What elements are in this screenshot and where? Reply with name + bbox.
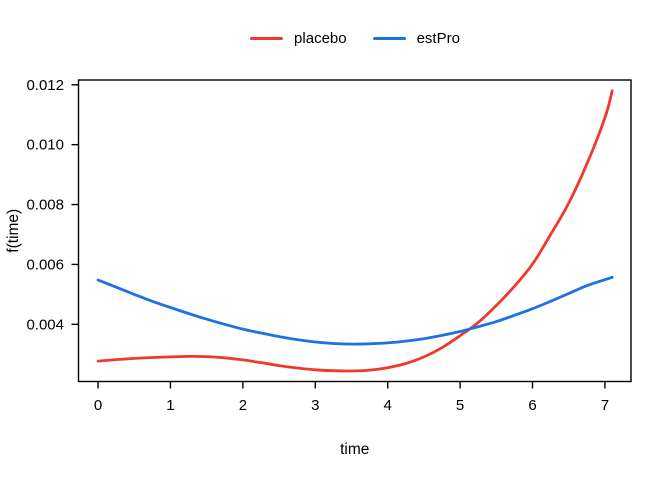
x-tick-label: 1: [166, 397, 174, 414]
x-tick-label: 0: [94, 397, 102, 414]
y-tick-label: 0.010: [26, 137, 64, 154]
x-axis-title: time: [340, 441, 369, 458]
placebo-line-swatch: [250, 36, 284, 41]
y-tick-label: 0.012: [26, 77, 64, 94]
y-tick-label: 0.008: [26, 197, 64, 214]
legend: placebo estPro: [79, 31, 631, 46]
legend-item-estpro: estPro: [372, 30, 460, 47]
x-tick-label: 7: [601, 397, 609, 414]
y-tick-label: 0.006: [26, 256, 64, 273]
x-tick-label: 3: [311, 397, 319, 414]
y-tick-label: 0.004: [26, 316, 64, 333]
estPro-curve: [96, 275, 614, 346]
x-tick-label: 6: [528, 397, 536, 414]
x-tick-label: 4: [384, 397, 392, 414]
estpro-line-swatch: [372, 36, 406, 41]
x-tick-label: 2: [239, 397, 247, 414]
x-tick-label: 5: [456, 397, 464, 414]
legend-item-placebo: placebo: [250, 31, 347, 46]
y-axis-title: f(time): [5, 209, 22, 253]
placebo-curve: [96, 89, 614, 373]
plot-box: [77, 79, 632, 383]
legend-label-estpro: estPro: [416, 30, 460, 47]
legend-label-placebo: placebo: [294, 30, 347, 47]
